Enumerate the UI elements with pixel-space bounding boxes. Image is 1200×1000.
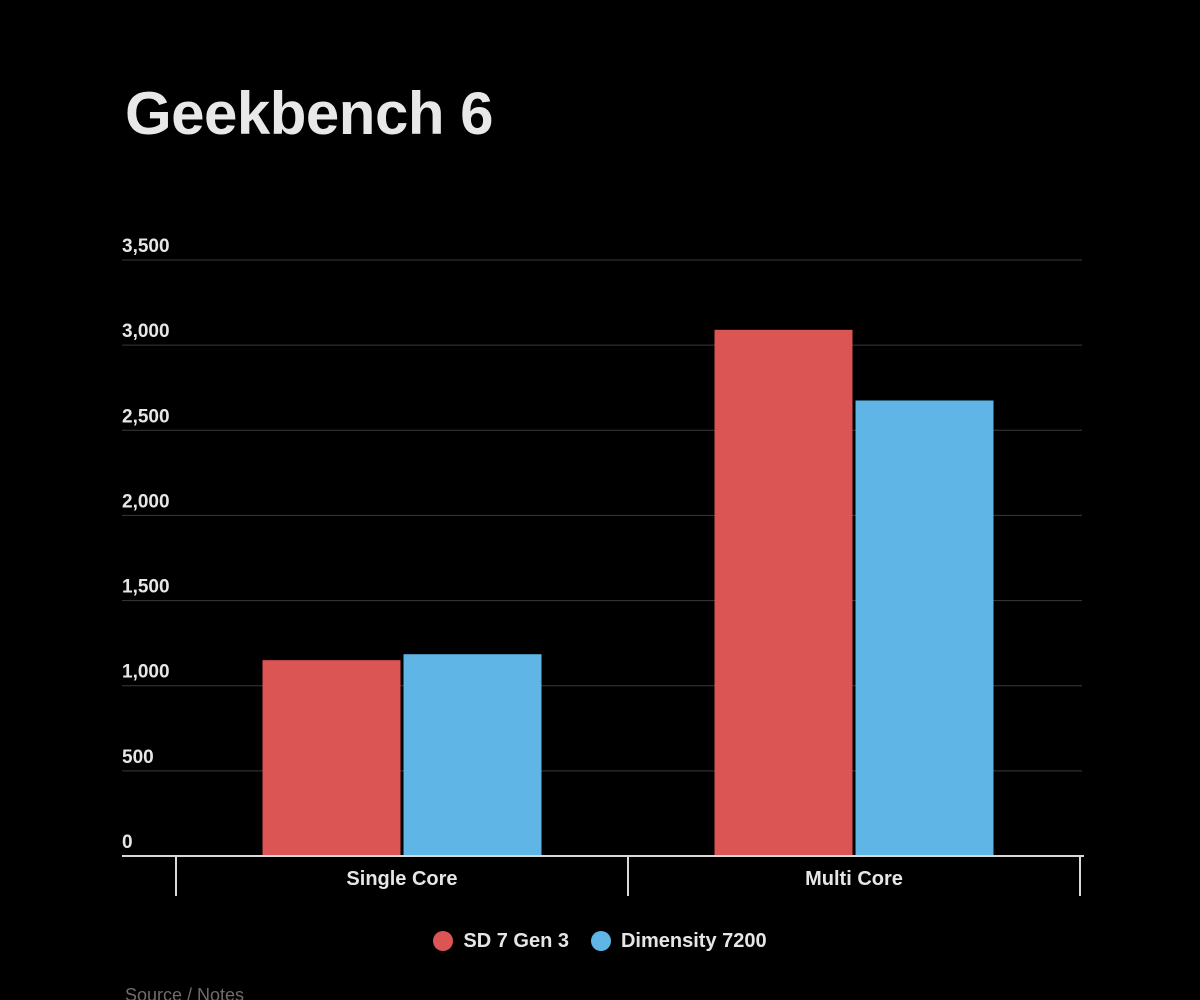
y-tick-label: 3,000 <box>122 321 170 342</box>
x-tick-label: Single Core <box>346 868 457 890</box>
legend-label-sd7gen3: SD 7 Gen 3 <box>463 930 569 952</box>
legend-swatch-dimensity7200 <box>590 931 611 951</box>
bar-sd7gen3-single-core <box>262 660 401 856</box>
y-tick-label: 2,000 <box>122 491 170 512</box>
bar-dimensity7200-single-core <box>403 654 542 856</box>
legend-swatch-sd7gen3 <box>433 931 454 951</box>
x-tick-label: Multi Core <box>805 868 903 890</box>
y-tick-label: 500 <box>122 747 154 768</box>
y-tick-label: 3,500 <box>122 236 170 257</box>
chart-legend: SD 7 Gen 3 Dimensity 7200 <box>0 926 1200 956</box>
y-tick-label: 0 <box>122 832 133 853</box>
bar-dimensity7200-multi-core <box>855 400 994 856</box>
legend-item-dimensity7200[interactable]: Dimensity 7200 <box>590 926 767 956</box>
source-note: Source / Notes <box>125 985 245 1000</box>
y-tick-label: 1,000 <box>122 662 170 683</box>
y-tick-label: 1,500 <box>122 577 170 598</box>
bar-sd7gen3-multi-core <box>714 329 853 856</box>
y-tick-label: 2,500 <box>122 406 170 427</box>
chart-title: Geekbench 6 <box>125 80 494 147</box>
legend-item-sd7gen3[interactable]: SD 7 Gen 3 <box>433 926 569 956</box>
bar-chart: 0 500 1,000 1,500 2,000 2,500 3,000 3,500 Single… <box>122 236 1084 896</box>
legend-label-dimensity7200: Dimensity 7200 <box>620 930 767 952</box>
